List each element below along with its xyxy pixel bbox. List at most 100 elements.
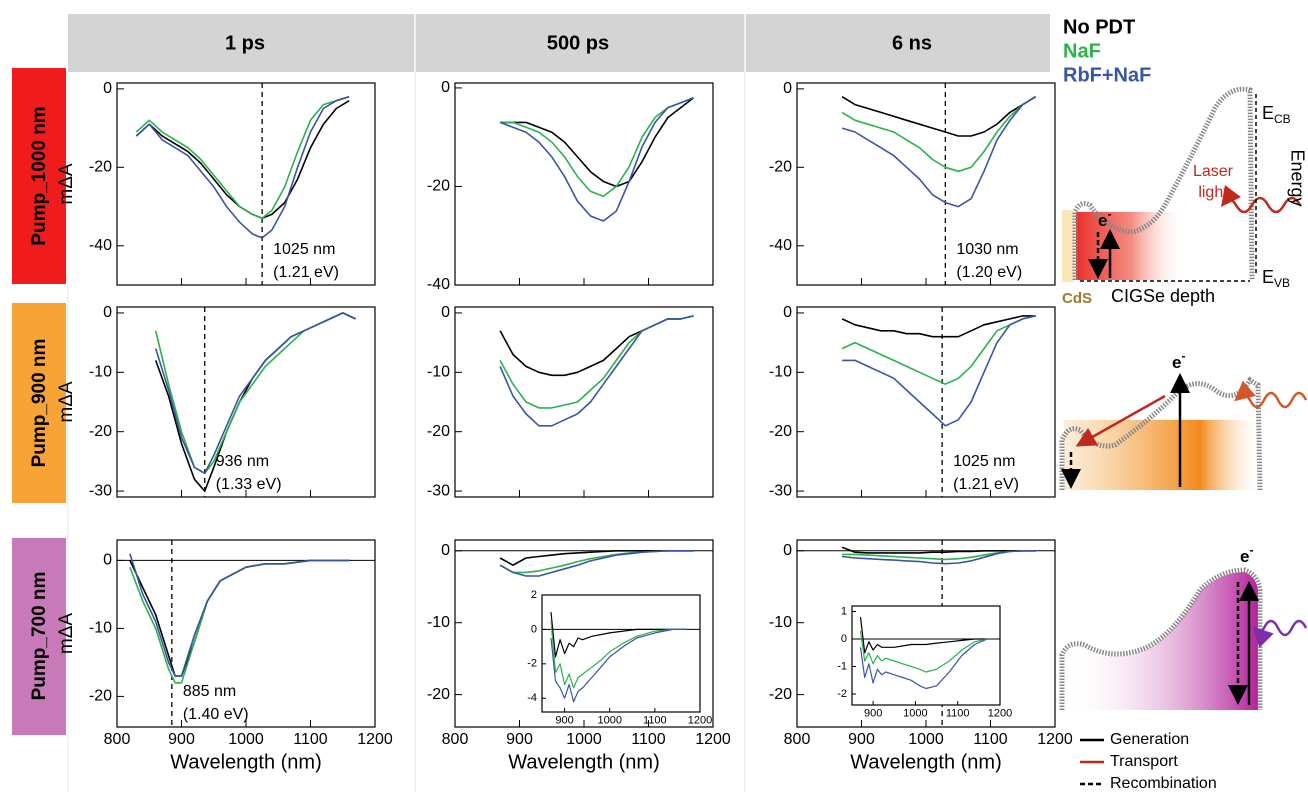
series-line: NaF — [841, 315, 1036, 385]
cds-layer — [1062, 210, 1074, 282]
depth-label: CIGSe depth — [1111, 286, 1215, 306]
series-line: RbF+NaF — [841, 96, 1037, 208]
band-diagram: e- Laser light ECB EVB Energy CIGSe dept… — [1062, 86, 1307, 307]
energy-symbol: E — [1262, 267, 1274, 287]
chart: 0-20-40 1025 nm(1.21 eV)No PDTNaFRbF+NaFm… — [56, 80, 376, 286]
x-tick-label: 900 — [555, 715, 573, 727]
series-line: RbF+NaF — [154, 312, 356, 475]
legend-label: Recombination — [1110, 775, 1217, 792]
x-tick-label: 1200 — [695, 731, 731, 748]
y-tick-label: -30 — [769, 482, 792, 499]
x-tick-label: 1000 — [903, 708, 927, 720]
series-line: No PDT — [841, 315, 1036, 338]
electron-symbol: e — [1172, 353, 1181, 372]
x-tick-label: 1100 — [293, 731, 328, 748]
electron-label: e- — [1240, 543, 1253, 566]
annotation-text: 1025 nm — [953, 453, 1015, 470]
y-tick-label: -1 — [837, 660, 847, 672]
row-label-box — [12, 538, 66, 735]
y-tick-label: 0 — [103, 552, 112, 569]
x-tick-label: 1100 — [643, 715, 667, 727]
y-tick-label: -10 — [427, 364, 450, 381]
excitation-region — [1076, 212, 1186, 280]
plot-area — [541, 594, 701, 713]
energy-vb: EVB — [1262, 267, 1290, 290]
band-diagram: e- — [1059, 349, 1308, 491]
band-edge — [1059, 567, 1263, 710]
x-tick-label: 900 — [864, 708, 882, 720]
y-tick-label: 0 — [441, 542, 450, 559]
series-line: RbF+NaF — [499, 550, 694, 577]
chart: 800 900 1000 1100 1200 0 -10 -20 885 nm (1.40 eV)… — [56, 539, 393, 773]
series-line: No PDT — [500, 97, 695, 188]
y-axis-label: mΔA — [56, 613, 77, 655]
y-tick-label: 0 — [103, 80, 112, 97]
row-label: Pump_1000 nm — [29, 106, 50, 245]
annotation-text: (1.20 eV) — [956, 264, 1022, 281]
series-line: RbF+NaF — [842, 315, 1036, 427]
y-tick-label: -30 — [427, 482, 450, 499]
x-tick-label: 1000 — [228, 731, 264, 748]
annotation-text: (1.40 eV) — [183, 706, 249, 723]
annotation-text: 1030 nm — [956, 241, 1018, 258]
column-header: 500 ps — [547, 32, 609, 54]
y-tick-label: -40 — [89, 237, 112, 254]
x-tick-label: 900 — [848, 731, 875, 748]
column-header: 6 ns — [892, 32, 932, 54]
y-tick-label: -20 — [89, 688, 112, 705]
y-axis-label: mΔA — [56, 381, 77, 423]
laser-label: light — [1198, 184, 1228, 201]
x-tick-label: 1000 — [597, 715, 621, 727]
series-line: No PDT — [841, 96, 1037, 137]
x-tick-label: 1100 — [946, 708, 970, 720]
y-tick-label: -30 — [89, 482, 112, 499]
laser-wave — [1220, 185, 1302, 214]
plot-area — [796, 306, 1056, 498]
y-tick-label: 0 — [441, 304, 450, 321]
y-tick-label: -20 — [89, 423, 112, 440]
annotation-text: (1.21 eV) — [273, 264, 339, 281]
series-line: NaF — [550, 620, 687, 689]
series-line: No PDT — [859, 616, 988, 654]
y-tick-label: 2 — [531, 589, 537, 601]
row-label-box — [12, 68, 66, 284]
laser-wave — [1252, 619, 1308, 648]
series-line: No PDT — [550, 612, 687, 658]
electron-charge: - — [1181, 349, 1185, 363]
laser-wave — [1234, 380, 1308, 409]
y-tick-label: 0 — [103, 304, 112, 321]
x-tick-label: 1200 — [1037, 731, 1073, 748]
chart: 0 -10 -20 -30 1025 nm (1.21 eV) No PDTNaFRbF+N… — [769, 304, 1056, 499]
legend-entry: No PDT — [1063, 16, 1135, 38]
x-tick-label: 1100 — [631, 731, 666, 748]
y-tick-label: 0 — [441, 79, 450, 96]
energy-cb: ECB — [1262, 103, 1291, 126]
row-label-box — [12, 303, 66, 503]
x-axis-label: Wavelength (nm) — [170, 751, 322, 773]
energy-subscript: CB — [1274, 112, 1291, 126]
plot-area — [454, 306, 714, 498]
x-tick-label: 800 — [442, 731, 469, 748]
annotation-text: (1.21 eV) — [953, 476, 1019, 493]
plot-area — [116, 82, 376, 286]
electron-label: e- — [1098, 207, 1111, 230]
series-line: RbF+NaF — [129, 553, 350, 677]
x-tick-label: 900 — [168, 731, 195, 748]
y-tick-label: -40 — [427, 276, 450, 293]
y-tick-label: -20 — [427, 423, 450, 440]
x-axis-label: Wavelength (nm) — [850, 751, 1002, 773]
y-tick-label: 0 — [783, 542, 792, 559]
plot-area — [116, 306, 376, 498]
y-tick-label: -10 — [769, 364, 792, 381]
plot-area — [851, 605, 1001, 706]
x-tick-label: 1000 — [566, 731, 602, 748]
y-tick-label: -2 — [527, 658, 537, 670]
band-edge — [1059, 376, 1263, 491]
legend-label: Transport — [1110, 753, 1178, 770]
y-tick-label: -10 — [89, 364, 112, 381]
electron-symbol: e — [1240, 547, 1249, 566]
